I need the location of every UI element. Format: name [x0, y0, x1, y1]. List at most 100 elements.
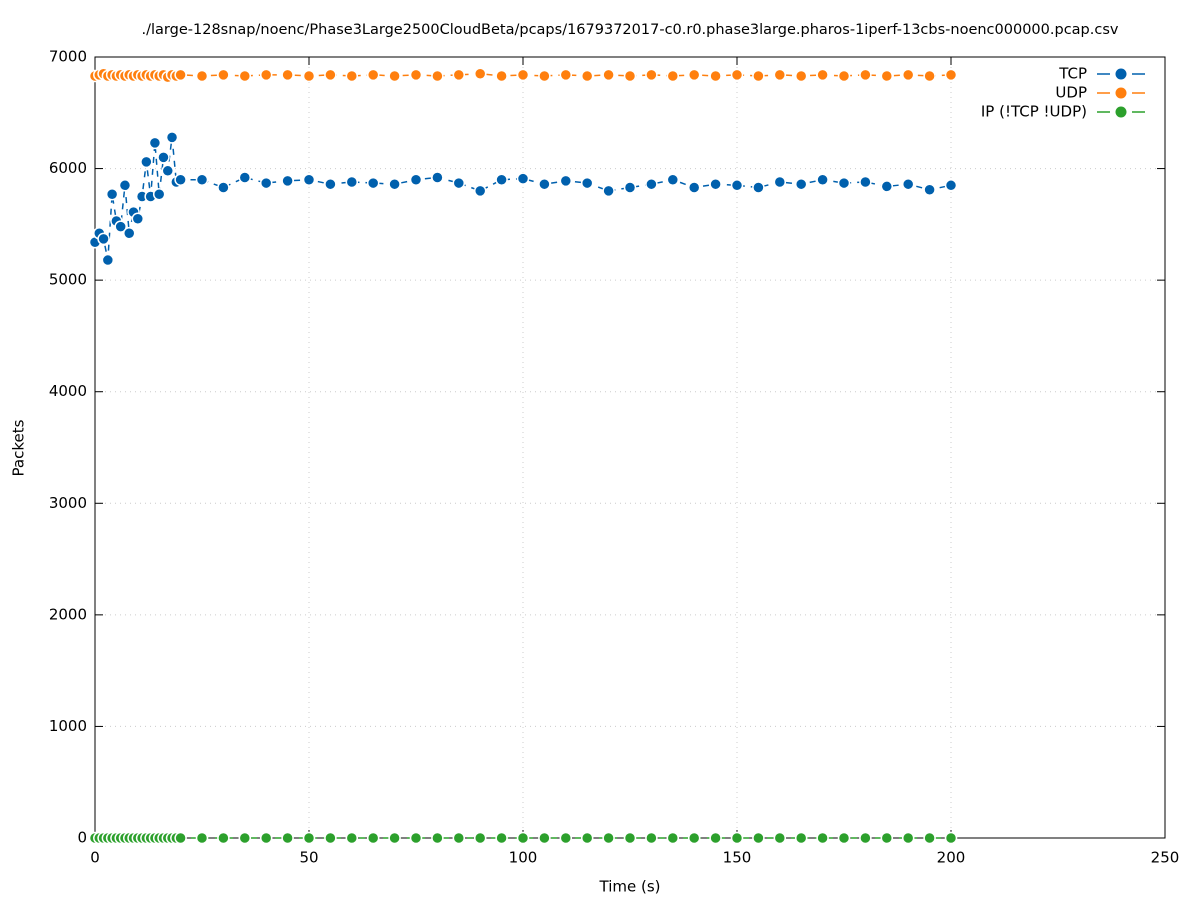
data-point [101, 253, 115, 267]
data-point [495, 69, 508, 83]
data-point [773, 831, 787, 845]
chart-title: ./large-128snap/noenc/Phase3Large2500Clo… [142, 22, 1119, 38]
data-point [157, 151, 170, 164]
data-point [431, 171, 444, 184]
data-point [152, 187, 166, 201]
y-tick-label: 4000 [49, 382, 87, 400]
data-point [345, 69, 359, 83]
data-point [324, 177, 337, 191]
data-point [538, 177, 551, 191]
data-point [165, 131, 179, 144]
data-point [623, 831, 637, 845]
data-point [666, 69, 680, 83]
data-point [302, 831, 316, 845]
data-point [161, 164, 175, 178]
data-point [730, 179, 744, 192]
data-point [217, 68, 230, 82]
data-point [195, 69, 209, 83]
y-axis-label: Packets [10, 419, 28, 476]
data-point [324, 68, 337, 82]
data-point [687, 181, 701, 194]
data-point [559, 174, 573, 188]
data-point [195, 831, 209, 845]
data-point [538, 69, 551, 83]
data-point [752, 69, 765, 83]
data-point [859, 175, 872, 189]
data-point [923, 69, 936, 83]
data-point [773, 68, 787, 82]
data-point [816, 831, 829, 845]
data-point [859, 831, 872, 845]
data-point [944, 831, 958, 845]
data-point [516, 831, 530, 845]
data-point [538, 831, 551, 845]
y-tick-label: 5000 [49, 271, 87, 289]
data-point [281, 831, 294, 845]
data-point [923, 183, 936, 197]
data-point [174, 831, 187, 845]
data-point [118, 179, 132, 192]
data-point [281, 174, 294, 188]
data-point [238, 831, 252, 845]
data-point [709, 69, 722, 83]
data-point [217, 181, 230, 194]
legend-label: UDP [1055, 84, 1087, 102]
plot-frame [94, 56, 1166, 839]
data-point [837, 831, 851, 845]
x-axis-label: Time (s) [599, 878, 661, 896]
data-point [687, 68, 701, 82]
data-point [97, 232, 110, 246]
data-point [238, 171, 252, 184]
data-point [794, 177, 808, 191]
data-point [431, 831, 444, 845]
data-point [366, 831, 380, 845]
data-point [217, 831, 230, 845]
data-point [837, 176, 851, 190]
data-point [666, 831, 680, 845]
data-point [195, 173, 209, 186]
data-point [409, 831, 423, 845]
data-point [366, 176, 380, 190]
y-tick-label: 6000 [49, 159, 87, 177]
data-point [602, 68, 615, 82]
data-point [709, 177, 722, 191]
data-point [473, 831, 487, 845]
data-point [495, 831, 508, 845]
data-point [709, 831, 722, 845]
legend-marker [1115, 106, 1127, 118]
x-tick-label: 100 [509, 849, 538, 867]
data-point [623, 181, 637, 194]
data-point [324, 831, 337, 845]
data-point [752, 831, 765, 845]
data-point [516, 68, 530, 82]
data-point [602, 831, 615, 845]
data-point [901, 831, 915, 845]
y-tick-label: 0 [77, 829, 87, 847]
data-point [730, 68, 744, 82]
data-point [923, 831, 936, 845]
data-point [409, 68, 423, 82]
data-point [559, 831, 573, 845]
data-point [345, 175, 359, 189]
data-point [516, 172, 530, 185]
data-point [174, 173, 187, 186]
data-point [580, 176, 594, 190]
data-point [259, 831, 273, 845]
data-point [409, 173, 423, 186]
data-point [816, 68, 829, 82]
data-point [473, 67, 487, 80]
data-point [623, 69, 637, 83]
y-tick-label: 7000 [49, 48, 87, 66]
data-point [302, 69, 316, 83]
data-point [452, 176, 466, 190]
data-point [105, 187, 119, 201]
x-tick-label: 50 [299, 849, 318, 867]
data-point [238, 69, 252, 83]
data-point [901, 177, 915, 191]
data-point [388, 69, 401, 83]
data-point [645, 177, 658, 191]
data-point [473, 184, 487, 198]
legend-marker [1115, 87, 1127, 99]
y-tick-label: 3000 [49, 494, 87, 512]
